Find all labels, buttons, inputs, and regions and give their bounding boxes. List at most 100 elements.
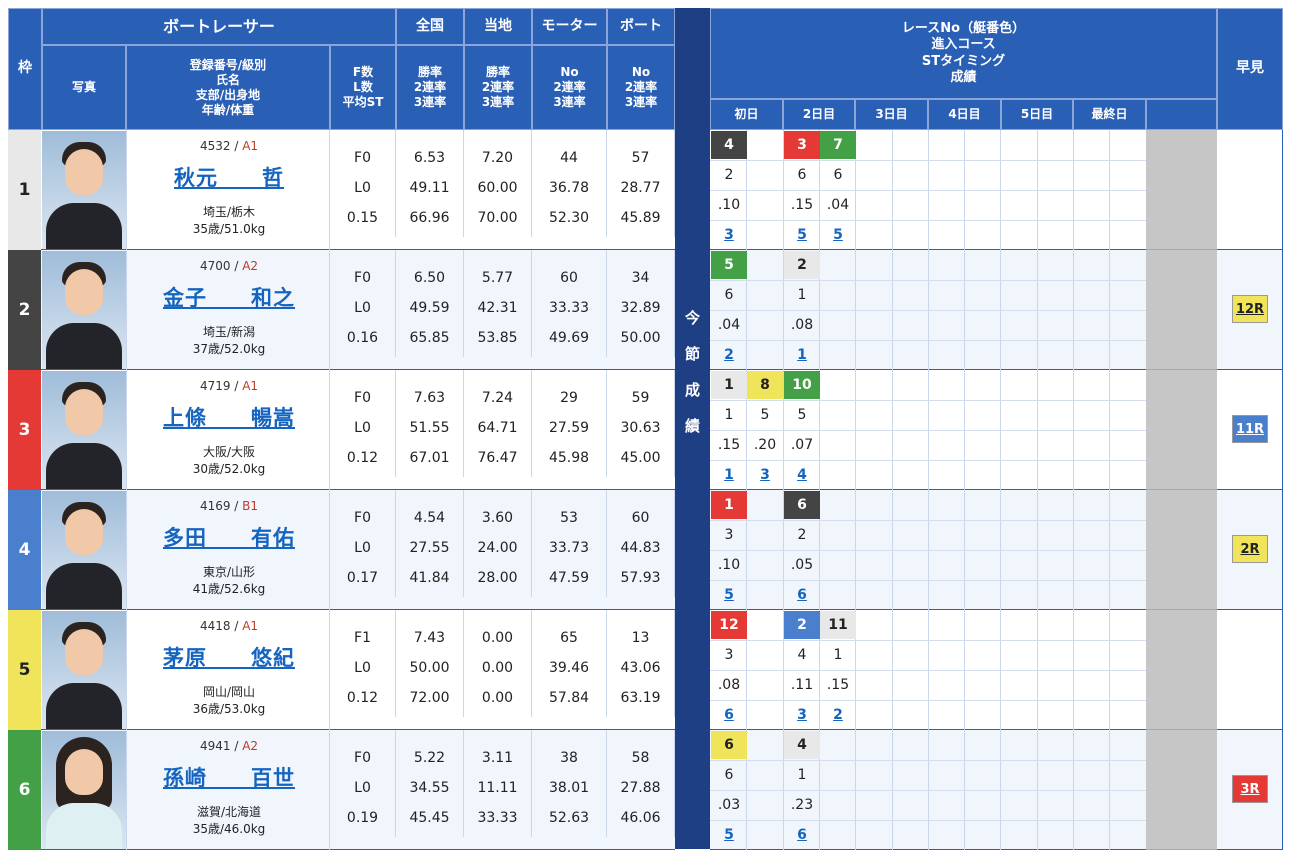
race-number-badge: 3 (784, 131, 820, 159)
hayami-badge[interactable]: 11R (1232, 415, 1268, 443)
race-result[interactable]: 5 (711, 820, 747, 850)
hayami-cell (1217, 610, 1283, 730)
stat-value: 11.11 (477, 780, 518, 796)
race-result[interactable]: 2 (820, 700, 856, 730)
race-result-link[interactable]: 2 (724, 347, 734, 363)
race-result-link[interactable]: 5 (833, 227, 843, 243)
race-result[interactable]: 5 (784, 220, 820, 250)
grid-line-h (710, 790, 1146, 791)
header-racer: ボートレーサー (42, 8, 396, 45)
racer-name-link[interactable]: 茅原 悠紀 (163, 646, 295, 670)
boat-stats: 60 44.83 57.93 (607, 490, 675, 597)
stat-value: 53 (560, 510, 578, 526)
racer-name-link[interactable]: 多田 有佑 (163, 526, 295, 550)
stat-value: 0.12 (346, 450, 379, 466)
touchi-stats: 0.00 0.00 0.00 (464, 610, 532, 717)
race-result-link[interactable]: 6 (797, 827, 807, 843)
race-result-link[interactable]: 5 (724, 587, 734, 603)
race-result[interactable]: 3 (711, 220, 747, 250)
age-weight: 30歳/52.0kg (192, 462, 266, 476)
race-result[interactable]: 1 (784, 340, 820, 370)
st-timing: .10 (717, 197, 741, 213)
st-timing: .20 (753, 437, 777, 453)
stat-value: 27.59 (548, 420, 590, 436)
stat-value: L0 (354, 540, 371, 556)
race-result[interactable]: 3 (784, 700, 820, 730)
stat-value: 4.54 (413, 510, 446, 526)
race-result[interactable]: 5 (711, 580, 747, 610)
race-result[interactable]: 1 (711, 460, 747, 490)
boat-stats: 58 27.88 46.06 (607, 730, 675, 837)
racer-name-link[interactable]: 秋元 哲 (174, 166, 284, 190)
race-result-link[interactable]: 6 (797, 587, 807, 603)
st-timing: .05 (790, 557, 814, 573)
st-timing: .15 (717, 437, 741, 453)
race-result[interactable]: 5 (820, 220, 856, 250)
grid-line-h (710, 580, 1146, 581)
motor-stats: 53 33.73 47.59 (532, 490, 607, 597)
race-result-link[interactable]: 4 (797, 467, 807, 483)
zenkoku-stats: 6.50 49.59 65.85 (396, 250, 464, 357)
race-number-badge: 4 (784, 731, 820, 759)
stat-value: F0 (354, 750, 371, 766)
stat-value: 65.85 (409, 330, 450, 346)
entry-course: 1 (833, 647, 843, 663)
race-result[interactable]: 6 (784, 580, 820, 610)
zenkoku-stats: 6.53 49.11 66.96 (396, 130, 464, 237)
stat-value: 46.06 (620, 810, 661, 826)
race-result[interactable]: 4 (784, 460, 820, 490)
stat-value: 45.45 (409, 810, 450, 826)
grid-line-h (710, 340, 1146, 341)
st-timing: .11 (790, 677, 814, 693)
header-hayami: 早見 (1217, 8, 1283, 130)
stat-value: 3.11 (481, 750, 514, 766)
branch: 東京/山形 (202, 565, 256, 579)
entry-course: 4 (797, 647, 807, 663)
entry-course: 5 (760, 407, 770, 423)
racer-photo (42, 611, 126, 729)
race-number-badge: 4 (711, 131, 747, 159)
race-result-link[interactable]: 5 (724, 827, 734, 843)
race-number-badge: 8 (747, 371, 783, 399)
race-result-link[interactable]: 3 (797, 707, 807, 723)
racer-info: 4532 / A1 秋元 哲 埼玉/栃木 35歳/51.0kg (126, 130, 330, 250)
stat-value: 0.12 (346, 690, 379, 706)
stat-value: L0 (354, 180, 371, 196)
race-result[interactable]: 3 (747, 460, 783, 490)
racer-photo (42, 371, 126, 489)
race-result[interactable]: 6 (784, 820, 820, 850)
entry-course: 3 (724, 647, 734, 663)
hayami-badge[interactable]: 12R (1232, 295, 1268, 323)
racer-name-link[interactable]: 上條 暢嵩 (163, 406, 295, 430)
race-result[interactable]: 6 (711, 700, 747, 730)
racer-name-link[interactable]: 金子 和之 (163, 286, 295, 310)
frame-number: 3 (8, 370, 41, 490)
st-timing: .04 (717, 317, 741, 333)
race-result[interactable]: 2 (711, 340, 747, 370)
grid-line-h (710, 400, 1146, 401)
race-result-link[interactable]: 6 (724, 707, 734, 723)
race-result-link[interactable]: 5 (797, 227, 807, 243)
age-weight: 35歳/46.0kg (192, 822, 266, 836)
stat-value: 72.00 (409, 690, 450, 706)
stat-value: 7.63 (413, 390, 446, 406)
stat-value: 47.59 (548, 570, 590, 586)
stat-value: F1 (354, 630, 371, 646)
race-result-link[interactable]: 3 (724, 227, 734, 243)
stat-value: 60 (631, 510, 650, 526)
stat-value: 0.00 (481, 660, 514, 676)
stat-value: 7.24 (481, 390, 514, 406)
race-result-link[interactable]: 2 (833, 707, 843, 723)
stat-value: 52.63 (548, 810, 590, 826)
race-result-link[interactable]: 1 (724, 467, 734, 483)
header-zenkoku: 全国 (396, 8, 464, 45)
racer-name-link[interactable]: 孫崎 百世 (163, 766, 295, 790)
hayami-badge[interactable]: 3R (1232, 775, 1268, 803)
race-result-link[interactable]: 3 (760, 467, 770, 483)
stat-value: L0 (354, 780, 371, 796)
hayami-badge[interactable]: 2R (1232, 535, 1268, 563)
stat-value: 52.30 (548, 210, 590, 226)
race-result-link[interactable]: 1 (797, 347, 807, 363)
frame-number: 4 (8, 490, 41, 610)
history-gray (1146, 610, 1217, 730)
